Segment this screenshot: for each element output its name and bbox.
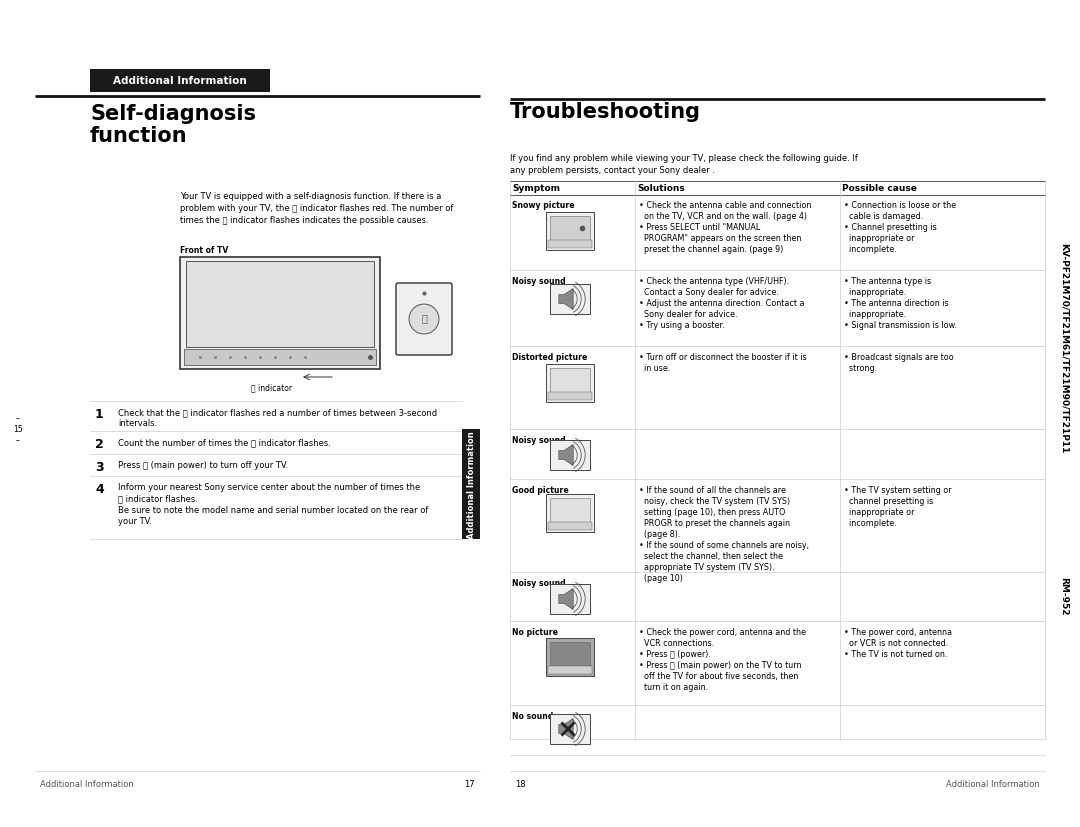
FancyBboxPatch shape	[551, 643, 590, 668]
FancyBboxPatch shape	[551, 217, 590, 243]
FancyBboxPatch shape	[550, 715, 590, 744]
FancyBboxPatch shape	[548, 393, 592, 400]
Text: Troubleshooting: Troubleshooting	[510, 102, 701, 122]
Polygon shape	[558, 589, 573, 609]
Text: Symptom: Symptom	[512, 184, 561, 193]
Polygon shape	[558, 719, 573, 739]
FancyBboxPatch shape	[550, 585, 590, 614]
Text: Self-diagnosis
function: Self-diagnosis function	[90, 104, 256, 146]
Text: 17: 17	[464, 779, 475, 788]
Text: Solutions: Solutions	[637, 184, 685, 193]
Text: –
15
–: – 15 –	[13, 414, 23, 445]
Text: RM-952: RM-952	[1059, 576, 1068, 614]
FancyBboxPatch shape	[90, 70, 270, 93]
Text: • Connection is loose or the
  cable is damaged.
• Channel presetting is
  inapp: • Connection is loose or the cable is da…	[843, 201, 956, 254]
Polygon shape	[558, 289, 573, 310]
Text: • The TV system setting or
  channel presetting is
  inappropriate or
  incomple: • The TV system setting or channel prese…	[843, 485, 951, 528]
FancyBboxPatch shape	[551, 369, 590, 394]
FancyBboxPatch shape	[548, 241, 592, 249]
Text: • The antenna type is
  inappropriate.
• The antenna direction is
  inappropriat: • The antenna type is inappropriate. • T…	[843, 277, 957, 329]
Text: ⓘ indicator: ⓘ indicator	[252, 383, 293, 391]
Text: 4: 4	[95, 482, 104, 495]
FancyBboxPatch shape	[548, 523, 592, 530]
Text: Check that the ⓘ indicator flashes red a number of times between 3-second
interv: Check that the ⓘ indicator flashes red a…	[118, 408, 437, 428]
FancyBboxPatch shape	[548, 667, 592, 674]
Text: No sound: No sound	[512, 711, 553, 720]
FancyBboxPatch shape	[180, 258, 380, 370]
Text: No picture: No picture	[512, 627, 558, 636]
Text: 3: 3	[95, 461, 104, 473]
FancyBboxPatch shape	[551, 499, 590, 524]
Text: 2: 2	[95, 437, 104, 451]
Text: If you find any problem while viewing your TV, please check the following guide.: If you find any problem while viewing yo…	[510, 154, 858, 174]
FancyBboxPatch shape	[186, 261, 374, 347]
Text: ⓘ: ⓘ	[421, 313, 427, 323]
Text: 1: 1	[95, 408, 104, 420]
FancyBboxPatch shape	[546, 638, 594, 676]
FancyBboxPatch shape	[546, 495, 594, 533]
Text: Distorted picture: Distorted picture	[512, 352, 588, 361]
Text: Press ⓘ (main power) to turn off your TV.: Press ⓘ (main power) to turn off your TV…	[118, 461, 288, 470]
Text: • Broadcast signals are too
  strong.: • Broadcast signals are too strong.	[843, 352, 954, 372]
Text: Additional Information: Additional Information	[40, 779, 134, 788]
FancyBboxPatch shape	[546, 365, 594, 403]
Text: Good picture: Good picture	[512, 485, 569, 495]
Text: Noisy sound: Noisy sound	[512, 578, 566, 587]
Text: • Check the antenna cable and connection
  on the TV, VCR and on the wall. (page: • Check the antenna cable and connection…	[639, 201, 811, 254]
Text: Noisy sound: Noisy sound	[512, 277, 566, 285]
Polygon shape	[558, 445, 573, 466]
Text: Additional Information: Additional Information	[467, 431, 475, 538]
FancyBboxPatch shape	[546, 213, 594, 251]
FancyBboxPatch shape	[550, 284, 590, 314]
Text: Possible cause: Possible cause	[842, 184, 917, 193]
Text: Your TV is equipped with a self-diagnosis function. If there is a
problem with y: Your TV is equipped with a self-diagnosi…	[180, 192, 454, 224]
Circle shape	[409, 304, 438, 335]
Text: Snowy picture: Snowy picture	[512, 201, 575, 210]
FancyBboxPatch shape	[184, 350, 376, 366]
Text: Noisy sound: Noisy sound	[512, 436, 566, 444]
Text: • The power cord, antenna
  or VCR is not connected.
• The TV is not turned on.: • The power cord, antenna or VCR is not …	[843, 627, 951, 658]
Text: • Turn off or disconnect the booster if it is
  in use.: • Turn off or disconnect the booster if …	[639, 352, 807, 372]
FancyBboxPatch shape	[550, 441, 590, 471]
Text: • Check the power cord, antenna and the
  VCR connections.
• Press ⓘ (power).
• : • Check the power cord, antenna and the …	[639, 627, 806, 691]
FancyBboxPatch shape	[396, 284, 453, 356]
Text: KV-PF21M70/TF21M61/TF21M90/TF21P11: KV-PF21M70/TF21M61/TF21M90/TF21P11	[1059, 242, 1068, 452]
FancyBboxPatch shape	[462, 429, 480, 539]
Text: Additional Information: Additional Information	[946, 779, 1040, 788]
Text: Inform your nearest Sony service center about the number of times the
ⓘ indicato: Inform your nearest Sony service center …	[118, 482, 429, 526]
Text: • Check the antenna type (VHF/UHF).
  Contact a Sony dealer for advice.
• Adjust: • Check the antenna type (VHF/UHF). Cont…	[639, 277, 805, 329]
Text: • If the sound of all the channels are
  noisy, check the TV system (TV SYS)
  s: • If the sound of all the channels are n…	[639, 485, 809, 582]
Text: Front of TV: Front of TV	[180, 246, 228, 255]
Text: Additional Information: Additional Information	[113, 76, 247, 86]
Text: 18: 18	[515, 779, 526, 788]
Text: Count the number of times the ⓘ indicator flashes.: Count the number of times the ⓘ indicato…	[118, 437, 330, 447]
